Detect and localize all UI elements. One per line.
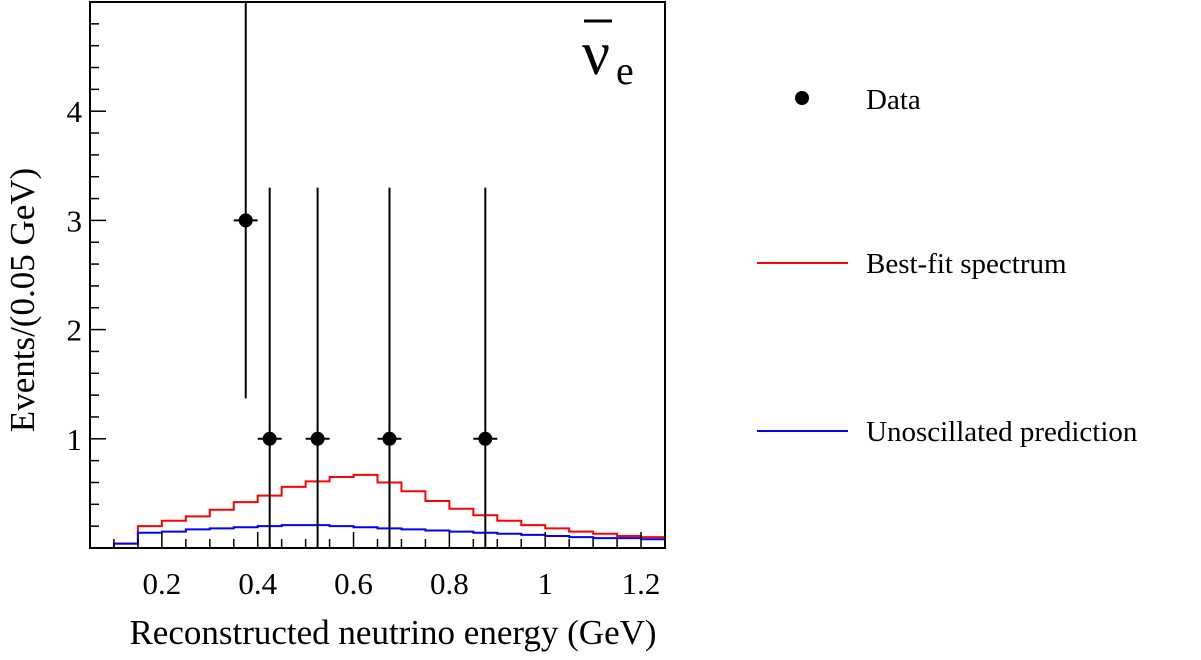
- data-point: [478, 431, 493, 446]
- histograms: [112, 473, 665, 548]
- tick-labels: 0.2 0.4 0.6 0.8 1 1.2 1 2 3 4: [67, 94, 661, 601]
- legend-entry-bestfit: Best-fit spectrum: [757, 248, 1067, 280]
- histogram-unoscillated-prediction: [112, 524, 665, 548]
- data-point: [262, 431, 277, 446]
- legend: Data Best-fit spectrum Unoscillated pred…: [757, 84, 1138, 448]
- x-axis-title: Reconstructed neutrino energy (GeV): [129, 613, 656, 652]
- y-axis-title: Events/(0.05 GeV): [3, 168, 42, 432]
- corner-label: ν e: [582, 19, 634, 93]
- legend-entry-data: Data: [795, 84, 921, 116]
- plot-frame: [89, 1, 666, 549]
- data-point: [238, 213, 253, 228]
- legend-bestfit-label: Best-fit spectrum: [866, 248, 1067, 280]
- x-tick-label: 0.2: [143, 566, 182, 601]
- legend-entry-unoscillated: Unoscillated prediction: [757, 416, 1138, 448]
- x-tick-label: 0.8: [430, 566, 469, 601]
- corner-sub: e: [616, 48, 634, 93]
- legend-data-marker: [795, 91, 809, 105]
- data-points: [233, 2, 498, 548]
- data-point: [382, 431, 397, 446]
- axis-ticks: [89, 23, 666, 548]
- x-tick-label: 0.4: [238, 566, 277, 601]
- legend-data-label: Data: [866, 84, 921, 116]
- corner-main: ν: [582, 20, 610, 88]
- data-point: [310, 431, 325, 446]
- y-tick-label: 4: [67, 94, 83, 129]
- x-tick-label: 1: [537, 566, 553, 601]
- y-tick-label: 2: [67, 313, 83, 348]
- x-tick-label: 0.6: [334, 566, 373, 601]
- legend-unoscillated-label: Unoscillated prediction: [866, 416, 1138, 448]
- y-tick-label: 3: [67, 203, 83, 238]
- y-tick-label: 1: [67, 422, 83, 457]
- x-tick-label: 1.2: [622, 566, 661, 601]
- histogram-best-fit-spectrum: [112, 473, 665, 548]
